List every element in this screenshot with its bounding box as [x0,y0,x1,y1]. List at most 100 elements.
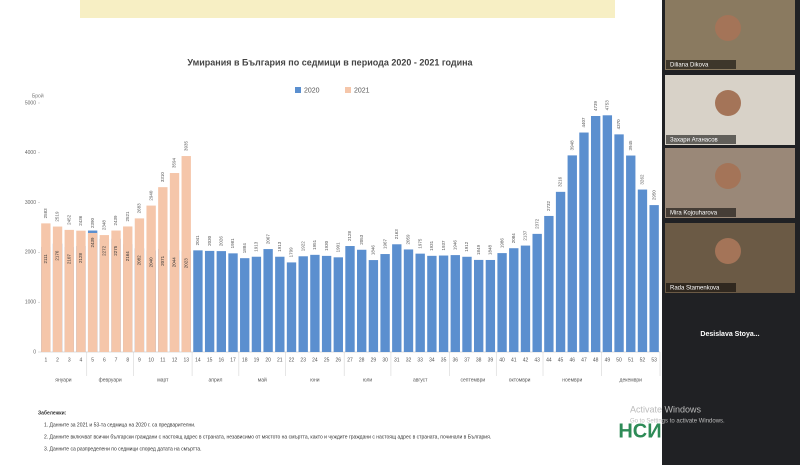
bar [380,254,390,352]
value-label: 1913 [254,241,259,252]
y-tick-label: 3000 [25,200,36,206]
x-tick-label: 17 [230,357,236,363]
bar [415,253,425,352]
x-tick-label: 34 [429,357,435,363]
participant-name: Desislava Stoya... [700,331,759,338]
x-tick-label: 21 [277,357,283,363]
x-tick-label: 31 [394,357,400,363]
bar [333,257,343,352]
x-tick-label: 37 [464,357,470,363]
x-tick-label: 4 [80,357,83,363]
bar [357,249,367,352]
value-label: 4407 [581,117,586,128]
month-label: юли [363,377,373,383]
value-label: 3594 [172,158,177,169]
value-label: 2348 [102,220,107,231]
note: 1. Данните за 2021 и 53-та седмица на 20… [44,422,195,428]
bar [146,205,156,352]
x-tick-label: 6 [103,357,106,363]
bar [134,218,145,352]
x-tick-label: 41 [511,357,517,363]
x-tick-label: 45 [558,357,564,363]
value-label: 2044 [172,257,177,268]
bar [485,259,496,352]
value-label: 4739 [593,100,598,111]
y-tick-label: 1000 [25,300,36,306]
x-tick-label: 26 [336,357,342,363]
value-label: 1849 [476,244,481,255]
bar [590,115,601,352]
bar [520,245,531,352]
x-tick-label: 1 [44,357,47,363]
x-tick-label: 16 [219,357,225,363]
bar [567,155,577,352]
month-label: април [208,377,222,383]
value-label: 2583 [43,208,48,219]
watermark-subtitle: Go to Settings to activate Windows. [630,419,725,425]
value-label: 3310 [160,172,165,183]
value-label: 2272 [102,245,107,256]
value-label: 1967 [382,239,387,250]
value-label: 2519 [55,211,60,222]
x-tick-label: 39 [488,357,494,363]
y-tick-label: 4000 [25,150,36,156]
participant-name: Захари Атанасов [670,138,718,144]
bar [286,262,297,352]
notes-heading: Забележки: [38,409,67,416]
value-label: 2111 [43,254,48,264]
bar [310,254,320,352]
month-label: ноември [562,377,582,383]
bar [263,249,273,352]
value-label: 4370 [616,119,621,130]
x-tick-label: 12 [172,357,178,363]
month-label: февруари [99,377,122,383]
value-label: 2053 [359,234,364,245]
bar [181,156,191,352]
x-tick-label: 43 [534,357,540,363]
bar [544,215,554,352]
value-label: 1946 [452,240,457,251]
bar [228,253,238,352]
bar [158,187,168,352]
x-tick-label: 33 [417,357,423,363]
value-label: 1951 [312,239,317,250]
value-label: 4753 [605,100,610,111]
x-tick-label: 46 [569,357,575,363]
value-label: 1986 [499,238,504,249]
bar [392,244,402,352]
value-label: 2137 [523,230,528,241]
bar [99,235,110,352]
bar [216,251,226,352]
logo: НСИ [618,420,661,442]
participant-name: Mira Kojouharova [670,211,718,217]
x-tick-label: 23 [300,357,306,363]
bar [345,246,355,352]
x-tick-label: 28 [359,357,365,363]
value-label: 2026 [219,236,224,247]
value-label: 1922 [300,241,305,252]
value-label: 2107 [66,254,71,265]
bar [169,173,180,352]
bar [240,258,250,352]
participant-head [715,15,741,41]
value-label: 1981 [230,238,235,249]
value-label: 1930 [324,240,329,251]
month-label: януари [55,377,71,383]
value-label: 2041 [195,235,200,246]
participant-head [715,90,741,116]
month-label: март [157,377,169,383]
value-label: 2023 [183,258,188,269]
x-tick-label: 14 [195,357,201,363]
x-tick-label: 47 [581,357,587,363]
value-label: 1848 [488,244,493,255]
value-label: 2452 [66,214,71,225]
x-tick-label: 10 [148,357,154,363]
bar [474,259,484,352]
x-tick-label: 35 [441,357,447,363]
bar [462,256,472,352]
month-label: юни [310,377,320,383]
value-label: 2163 [394,229,399,240]
value-label: 2040 [148,257,153,268]
bar [298,256,308,352]
